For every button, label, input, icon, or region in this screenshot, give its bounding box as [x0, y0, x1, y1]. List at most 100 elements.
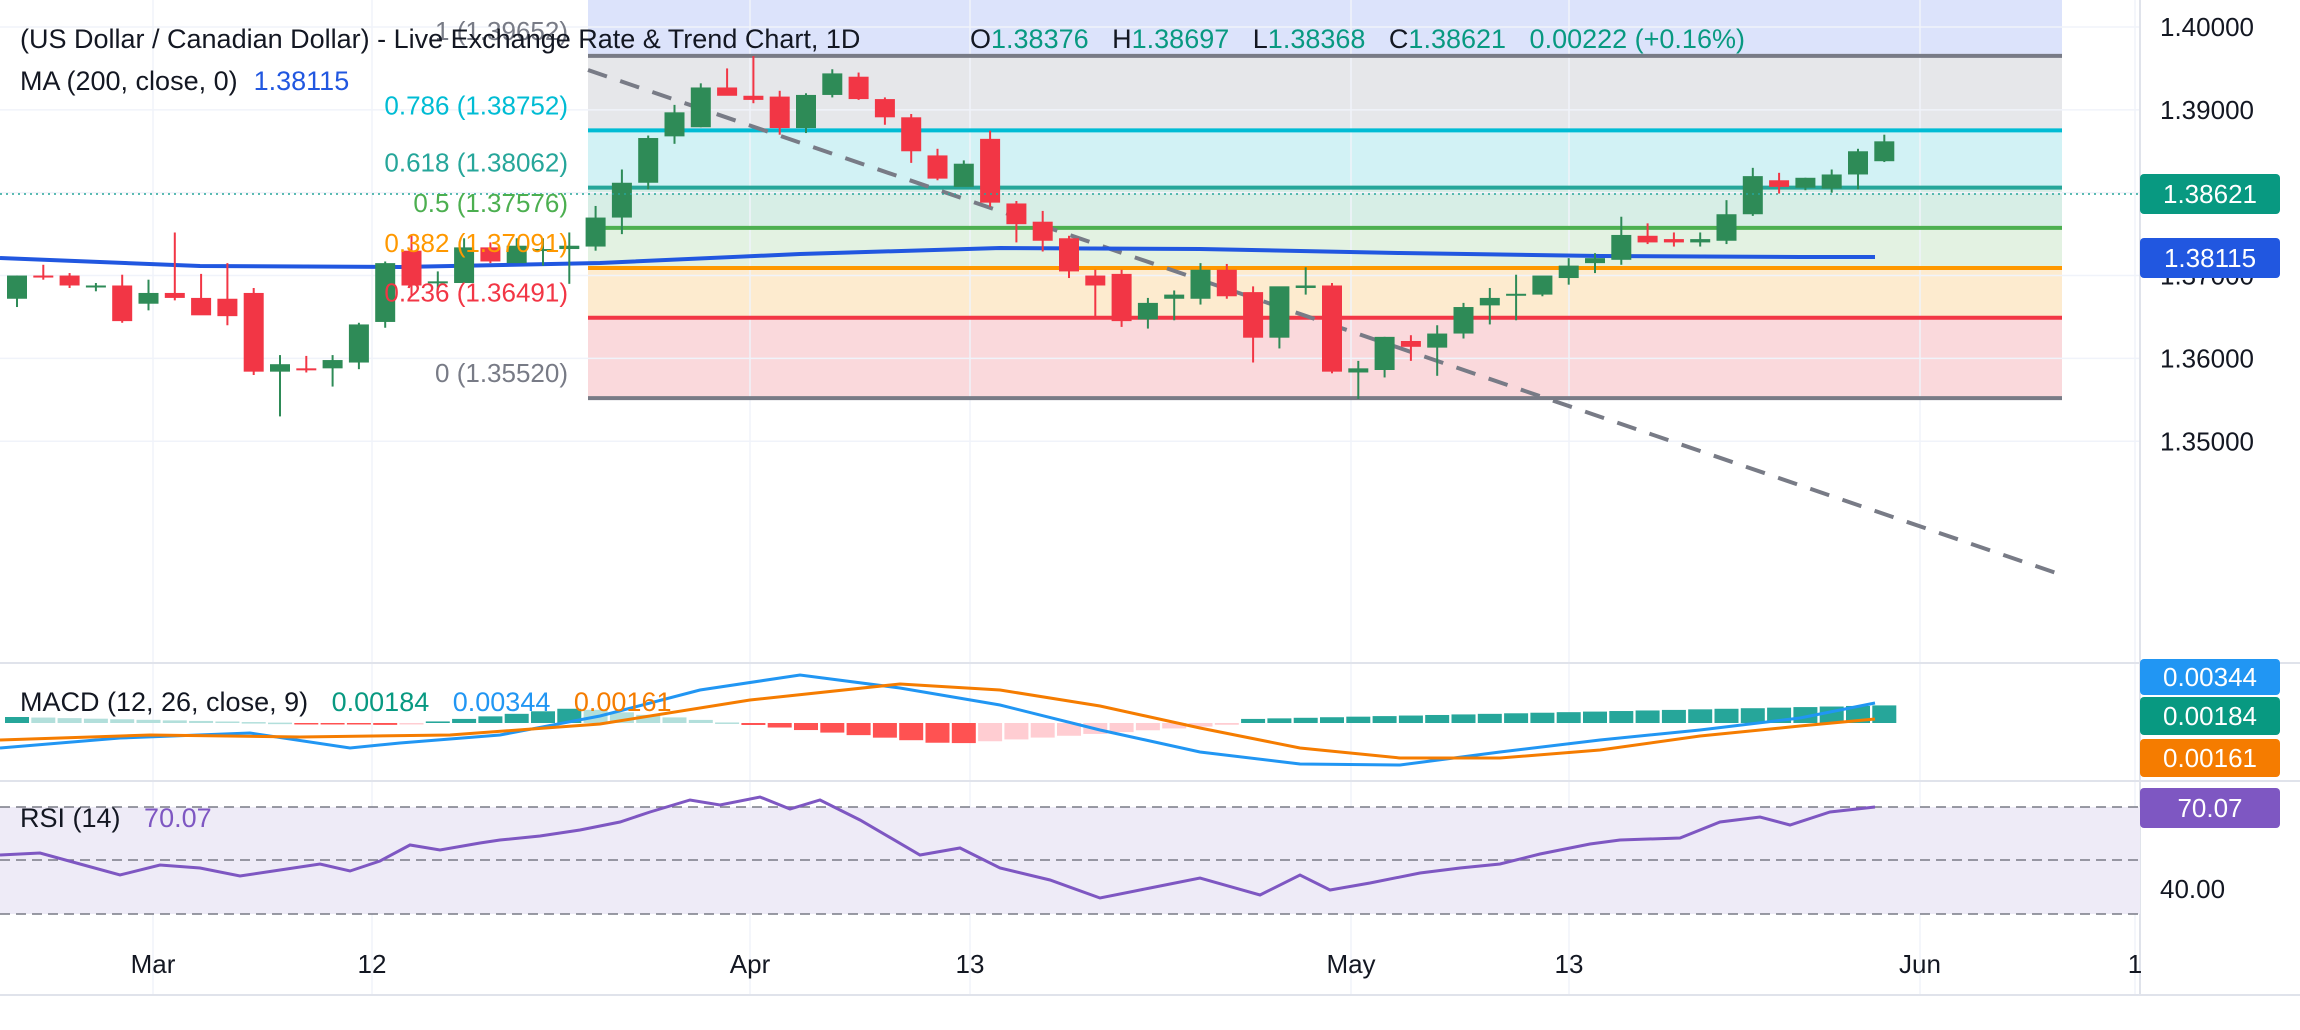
rsi-badge: 70.07	[2140, 788, 2280, 828]
candle	[1795, 177, 1816, 191]
candle	[611, 169, 632, 235]
price-tick-label: 1.35000	[2160, 426, 2254, 456]
macd-hist-bar	[609, 712, 634, 723]
candle	[1453, 302, 1474, 339]
macd-hist-bar	[688, 719, 713, 723]
ma-legend-value: 1.38115	[254, 66, 350, 96]
rsi-legend-value: 70.07	[144, 803, 212, 833]
macd-hist-bar	[741, 723, 766, 725]
svg-text:0.00161: 0.00161	[2163, 743, 2257, 773]
candle	[112, 274, 133, 323]
macd-hist-bar	[1346, 716, 1371, 723]
last-price-badge: 1.38621	[2140, 174, 2280, 214]
candle	[533, 238, 553, 266]
time-tick-label: Apr	[730, 949, 771, 979]
price-axis[interactable]: 1.400001.390001.380001.370001.360001.350…	[2160, 12, 2254, 456]
candle	[769, 90, 790, 135]
candle	[1295, 267, 1316, 295]
fibonacci-lines	[588, 53, 2062, 401]
rsi-axis-label: 40.00	[2160, 874, 2225, 904]
fib-zone-top	[588, 0, 2062, 56]
candle	[1322, 283, 1342, 374]
macd-legend-label: MACD (12, 26, close, 9)	[20, 687, 308, 717]
ma-200-line	[0, 245, 1875, 270]
time-tick-label: 13	[1555, 949, 1584, 979]
macd-hist-bar	[1661, 709, 1686, 723]
macd-hist-bar	[1609, 711, 1634, 723]
change-value: 0.00222 (+0.16%)	[1530, 24, 1745, 54]
ohlc-readout: O1.38376 H1.38697 L1.38368 C1.38621 0.00…	[970, 24, 1745, 54]
candle	[1742, 167, 1763, 216]
macd-hist-bar	[872, 723, 897, 738]
candle	[454, 238, 475, 284]
ma-badge-text: 1.38115	[2164, 243, 2256, 273]
macd-hist-bar	[1530, 712, 1555, 723]
candle	[191, 273, 212, 316]
macd-hist-bar	[1872, 705, 1897, 723]
candle	[1821, 169, 1842, 193]
macd-hist-bar	[478, 716, 503, 723]
price-tick-label: 1.36000	[2160, 343, 2254, 373]
macd-badge-signal: 0.00161	[2140, 739, 2280, 777]
macd-hist-bar	[1504, 713, 1529, 723]
candle	[874, 97, 895, 125]
candle	[1085, 269, 1106, 317]
macd-hist-bar	[820, 723, 845, 733]
macd-hist-bar	[1372, 716, 1397, 723]
candle	[1111, 269, 1132, 327]
candle	[296, 355, 317, 373]
open-value: 1.38376	[991, 24, 1089, 54]
fib-zone	[588, 227, 2062, 269]
price-tick-label: 1.39000	[2160, 95, 2254, 125]
svg-text:0.00344: 0.00344	[2163, 662, 2257, 692]
candle	[1190, 263, 1211, 305]
candle	[717, 68, 738, 96]
time-tick-label: Jun	[1899, 949, 1941, 979]
candle	[322, 355, 343, 387]
macd-hist-bar	[452, 718, 477, 723]
candle	[270, 355, 290, 417]
candle	[1611, 216, 1632, 265]
fib-level-label: 1 (1.39652)	[435, 16, 568, 46]
time-tick-label: 13	[956, 949, 985, 979]
macd-hist-bar	[241, 722, 266, 724]
open-label: O	[970, 24, 991, 54]
candle	[1006, 200, 1027, 243]
macd-hist-bar	[899, 723, 924, 741]
fib-level-label: 0.786 (1.38752)	[384, 90, 568, 120]
candle	[1137, 297, 1158, 329]
trend-line[interactable]	[587, 68, 2063, 577]
time-tick-label: 1	[2128, 949, 2142, 979]
macd-badge-hist: 0.00184	[2140, 697, 2280, 735]
candle	[348, 322, 369, 370]
macd-hist-bar	[1740, 708, 1765, 723]
price-tick-label: 1.40000	[2160, 12, 2254, 42]
time-tick-label: 12	[358, 949, 387, 979]
macd-legend: MACD (12, 26, close, 9) 0.00184 0.00344 …	[20, 687, 671, 717]
fib-level-label: 0.618 (1.38062)	[384, 148, 568, 178]
candle	[1769, 172, 1790, 194]
macd-hist-bar	[1688, 709, 1713, 723]
candle	[1348, 360, 1369, 399]
candle	[375, 261, 396, 328]
candle	[1479, 287, 1500, 325]
candle	[743, 55, 764, 104]
ma-legend-label: MA (200, close, 0)	[20, 66, 238, 96]
candlestick-series	[7, 55, 1895, 417]
macd-hist-bar	[83, 718, 108, 723]
close-label: C	[1389, 24, 1409, 54]
fib-level-label: 0.382 (1.37091)	[384, 228, 568, 258]
macd-hist-bar	[1188, 723, 1213, 727]
macd-line-value: 0.00344	[453, 687, 551, 717]
fib-level-label: 0.236 (1.36491)	[384, 278, 568, 308]
macd-badge-macd: 0.00344	[2140, 659, 2280, 695]
time-axis[interactable]: Mar 12 Apr 13 May 13 Jun 1	[131, 949, 2143, 979]
macd-hist-bar	[951, 723, 976, 744]
macd-hist-bar	[715, 722, 740, 724]
low-value: 1.38368	[1268, 24, 1366, 54]
candle	[1585, 253, 1605, 274]
candle	[664, 104, 685, 144]
candle	[901, 113, 922, 163]
macd-hist-bar	[1714, 708, 1739, 723]
